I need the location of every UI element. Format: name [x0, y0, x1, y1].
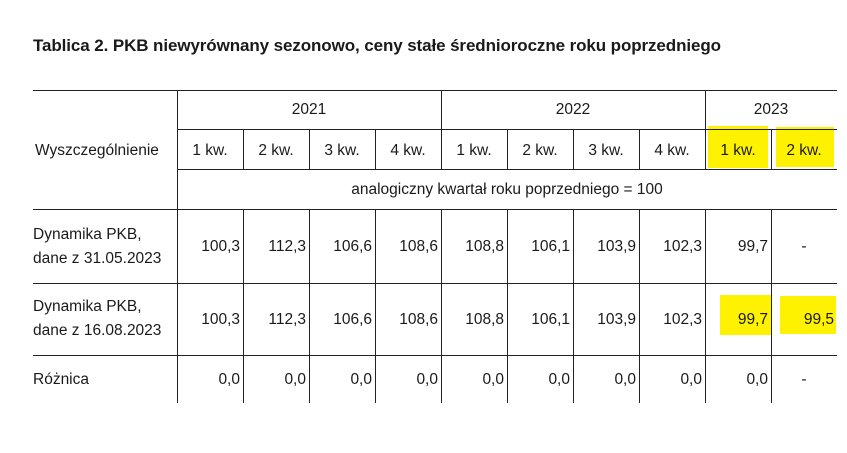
highlight-2023-q1-header — [708, 126, 768, 168]
year-2022: 2022 — [555, 101, 591, 118]
rule-data-2022-q2 — [507, 209, 508, 403]
rule-data-2021-q4 — [375, 209, 376, 403]
rule-col-q2-2023 — [771, 129, 772, 169]
table-cell: 108,8 — [465, 311, 504, 328]
table-cell: 0,0 — [614, 371, 636, 388]
table-cell: 0,0 — [218, 371, 240, 388]
table-cell: 103,9 — [597, 238, 636, 255]
table-cell: - — [801, 238, 807, 255]
rule-col-q2-2022 — [507, 129, 508, 169]
quarter-2021-q1: 1 kw. — [192, 142, 228, 159]
table-cell: 0,0 — [416, 371, 438, 388]
rule-row1 — [33, 283, 837, 284]
quarter-2023-q1: 1 kw. — [720, 142, 756, 159]
table-title: Tablica 2. PKB niewyrównany sezonowo, ce… — [33, 36, 721, 55]
row-label-line1: Różnica — [33, 371, 89, 388]
rule-col-q4-2022 — [639, 129, 640, 169]
rule-data-2021-q2 — [243, 209, 244, 403]
table-cell: 103,9 — [597, 311, 636, 328]
quarter-2022-q1: 1 kw. — [456, 142, 492, 159]
table-cell: 100,3 — [201, 311, 240, 328]
table-cell: 99,7 — [737, 311, 768, 328]
year-2021: 2021 — [291, 101, 327, 118]
quarter-2021-q4: 4 kw. — [390, 142, 426, 159]
row-label-line1: Dynamika PKB, — [33, 298, 142, 315]
quarter-2022-q3: 3 kw. — [588, 142, 624, 159]
rule-data-2022-q4 — [639, 209, 640, 403]
rule-data-2022-q3 — [573, 209, 574, 403]
quarter-2022-q4: 4 kw. — [654, 142, 690, 159]
table-cell: 106,6 — [333, 311, 372, 328]
rule-col-2023 — [705, 90, 706, 169]
quarter-2023-q2: 2 kw. — [786, 142, 822, 159]
year-2023: 2023 — [753, 101, 789, 118]
rule-data-2021-q3 — [309, 209, 310, 403]
quarter-2021-q2: 2 kw. — [258, 142, 294, 159]
table-cell: 0,0 — [350, 371, 372, 388]
rule-col-q3-2021 — [309, 129, 310, 169]
highlight-2023-q1-row2 — [720, 295, 772, 335]
rule-col-q3-2022 — [573, 129, 574, 169]
rule-top — [33, 90, 837, 91]
base-note: analogiczny kwartał roku poprzedniego = … — [351, 181, 663, 198]
table-cell: 100,3 — [201, 238, 240, 255]
table-cell: - — [801, 371, 807, 388]
quarter-2022-q2: 2 kw. — [522, 142, 558, 159]
row-label-line2: dane z 31.05.2023 — [33, 250, 162, 267]
table-cell: 112,3 — [268, 311, 306, 328]
rule-header-bottom — [33, 209, 837, 210]
rule-col-q4-2021 — [375, 129, 376, 169]
table-cell: 99,5 — [803, 311, 834, 328]
rule-row2 — [33, 355, 837, 356]
table-cell: 106,1 — [531, 238, 570, 255]
rule-col-q2-2021 — [243, 129, 244, 169]
quarter-2021-q3: 3 kw. — [324, 142, 360, 159]
rule-quarters — [177, 169, 837, 170]
table-cell: 0,0 — [680, 371, 702, 388]
table-cell: 99,7 — [737, 238, 768, 255]
highlight-2023-q2-row2 — [780, 296, 836, 334]
table-cell: 102,3 — [663, 238, 702, 255]
table-cell: 0,0 — [284, 371, 306, 388]
rule-data-2023-q2 — [771, 209, 772, 403]
table-cell: 0,0 — [482, 371, 504, 388]
table-cell: 108,8 — [465, 238, 504, 255]
table-cell: 102,3 — [663, 311, 702, 328]
row-header-label: Wyszczególnienie — [35, 142, 159, 159]
table-cell: 108,6 — [399, 238, 438, 255]
rule-col-2022 — [441, 90, 442, 169]
row-label-line2: dane z 16.08.2023 — [33, 322, 162, 339]
table-cell: 108,6 — [399, 311, 438, 328]
rule-col-label — [177, 90, 178, 403]
row-label-line1: Dynamika PKB, — [33, 226, 142, 243]
rule-data-2023-q1 — [705, 209, 706, 403]
highlight-2023-q2-header — [776, 127, 834, 167]
table-cell: 106,6 — [333, 238, 372, 255]
table-cell: 0,0 — [746, 371, 768, 388]
table-cell: 0,0 — [548, 371, 570, 388]
table-cell: 112,3 — [268, 238, 306, 255]
rule-data-2022-q1 — [441, 209, 442, 403]
table-cell: 106,1 — [531, 311, 570, 328]
